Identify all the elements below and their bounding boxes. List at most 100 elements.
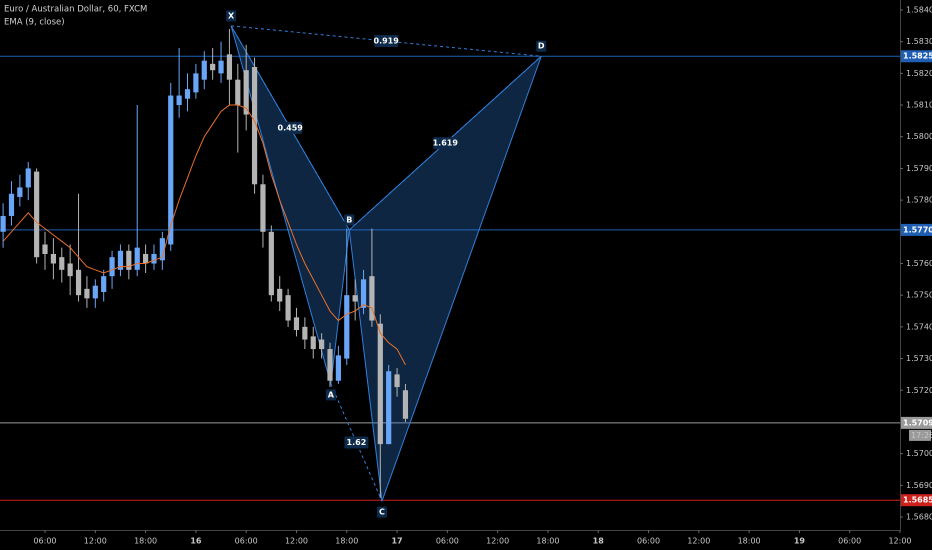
candle-body [327, 349, 333, 381]
point-tag [325, 389, 336, 401]
candle-body [344, 295, 350, 359]
y-tick-label: 1.57500 [906, 291, 932, 300]
candle-body [251, 67, 258, 185]
candle-body [0, 215, 6, 232]
ema-line [2, 104, 406, 366]
candle-body [319, 339, 325, 350]
x-tick-label: 06:00 [235, 537, 258, 546]
point-tag [536, 40, 547, 52]
ratio-tag [278, 121, 303, 134]
ratio-label: 0.919 [374, 37, 400, 46]
y-tick-label: 1.57300 [906, 354, 932, 363]
candle-body [310, 336, 316, 350]
y-tick-label: 1.58000 [906, 132, 932, 141]
candle-body [352, 295, 358, 302]
candle-body [394, 374, 400, 388]
x-tick-label: 06:00 [637, 537, 660, 546]
point-label: X [228, 11, 235, 20]
price-level-label: 1.57706 [903, 225, 932, 234]
y-tick-label: 1.56900 [906, 481, 932, 490]
y-tick-label: 1.57200 [906, 386, 932, 395]
candle-body [235, 79, 241, 106]
y-tick-label: 1.57000 [906, 449, 932, 458]
countdown-tag [909, 429, 931, 441]
x-tick-label: 12:00 [84, 537, 107, 546]
candle-body [302, 326, 308, 340]
price-level-label: 1.57097 [903, 418, 932, 427]
candle-body [143, 253, 149, 264]
candle-body [360, 279, 367, 308]
candle-body [369, 276, 375, 321]
candle-body [176, 95, 182, 106]
candle-body [25, 168, 31, 188]
ratio-label: 1.62 [347, 438, 367, 447]
x-tick-label: 12:00 [285, 537, 308, 546]
candle-body [50, 253, 56, 264]
candle-body [42, 244, 48, 254]
point-label: C [379, 508, 385, 517]
price-level-tag [901, 494, 932, 507]
candle-body [386, 371, 392, 445]
y-tick-label: 1.57900 [906, 164, 932, 173]
candle-body [151, 253, 157, 264]
candle-body [84, 288, 90, 299]
ratio-label: 0.459 [278, 123, 304, 132]
candle-body [377, 323, 383, 445]
x-tick-label: 06:00 [436, 537, 459, 546]
candle-body [75, 269, 82, 296]
y-tick-label: 1.57800 [906, 196, 932, 205]
candle-body [159, 238, 165, 261]
x-tick-label: 12:00 [486, 537, 509, 546]
y-tick-label: 1.58400 [906, 5, 932, 14]
point-tag [344, 214, 355, 226]
x-tick-label: 16 [190, 537, 202, 546]
candle-body [201, 60, 207, 80]
price-level-tag [901, 50, 932, 63]
candle-body [168, 95, 174, 245]
ratio-tag [344, 436, 369, 449]
ratio-label: 1.619 [433, 139, 459, 148]
x-tick-label: 19 [794, 537, 806, 546]
candle-body [193, 73, 199, 93]
y-tick-label: 1.58200 [906, 69, 932, 78]
candle-body [17, 187, 23, 197]
y-tick-label: 1.57600 [906, 259, 932, 268]
point-label: B [346, 215, 352, 224]
candle-body [402, 390, 409, 419]
candle-body [210, 63, 216, 71]
x-tick-label: 18:00 [738, 537, 761, 546]
x-tick-label: 18:00 [335, 537, 358, 546]
plot-area [0, 25, 900, 502]
candle-body [92, 285, 98, 299]
candle-body [293, 317, 300, 331]
x-tick-label: 18 [593, 537, 605, 546]
ratio-tag [374, 35, 399, 48]
x-tick-label: 12:00 [687, 537, 710, 546]
pattern-ratio-line [348, 55, 542, 231]
x-tick-label: 06:00 [838, 537, 861, 546]
point-tag [226, 10, 237, 22]
candle-body [260, 184, 266, 232]
y-tick-label: 1.58100 [906, 101, 932, 110]
point-tag [376, 506, 387, 518]
x-tick-label: 18:00 [134, 537, 157, 546]
y-tick-label: 1.57400 [906, 322, 932, 331]
candle-body [218, 60, 224, 74]
y-tick-label: 1.58300 [906, 37, 932, 46]
candle-body [126, 250, 132, 270]
price-level-label: 1.58254 [903, 52, 932, 61]
candle-body [117, 250, 124, 270]
ratio-tag [433, 137, 458, 150]
price-level-tag [901, 223, 932, 236]
indicator-label: EMA (9, close) [4, 18, 65, 28]
candle-body [34, 171, 40, 258]
point-label: D [538, 42, 545, 51]
candle-body [285, 295, 291, 321]
x-tick-label: 06:00 [33, 537, 56, 546]
candle-body [101, 276, 107, 293]
candle-body [109, 257, 115, 277]
price-level-label: 1.56853 [903, 496, 932, 505]
